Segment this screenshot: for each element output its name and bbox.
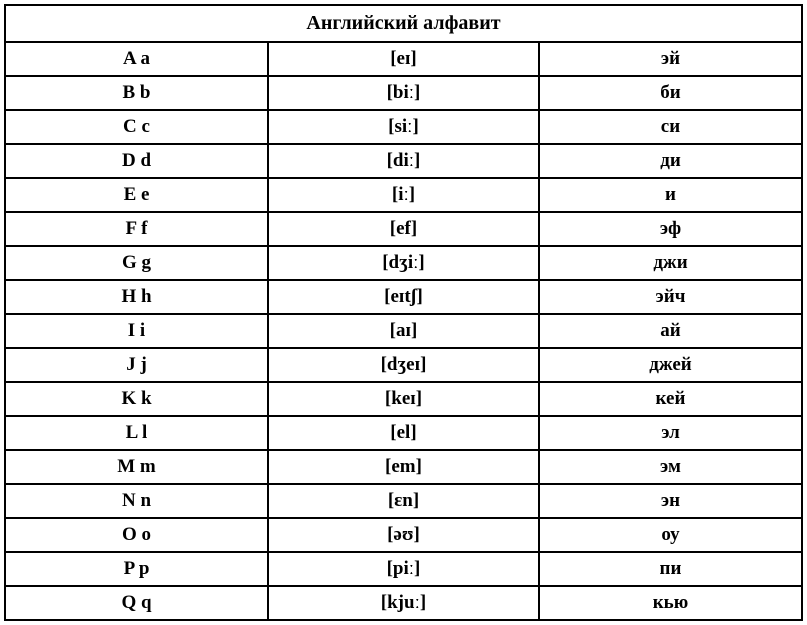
table-row: P p [piː] пи <box>5 552 802 586</box>
cell-ipa: [siː] <box>268 110 539 144</box>
table-row: O o [əʊ] оу <box>5 518 802 552</box>
table-body: A a [eɪ] эй B b [biː] би C c [siː] си D … <box>5 42 802 620</box>
cell-ipa: [piː] <box>268 552 539 586</box>
cell-russian: эйч <box>539 280 802 314</box>
cell-ipa: [dʒiː] <box>268 246 539 280</box>
cell-ipa: [əʊ] <box>268 518 539 552</box>
table-row: Q q [kjuː] кью <box>5 586 802 620</box>
table-row: G g [dʒiː] джи <box>5 246 802 280</box>
cell-russian: эй <box>539 42 802 76</box>
cell-ipa: [eɪ] <box>268 42 539 76</box>
cell-letter: G g <box>5 246 268 280</box>
table-row: J j [dʒeɪ] джей <box>5 348 802 382</box>
cell-ipa: [iː] <box>268 178 539 212</box>
cell-letter: O o <box>5 518 268 552</box>
table-row: M m [em] эм <box>5 450 802 484</box>
cell-letter: L l <box>5 416 268 450</box>
cell-letter: K k <box>5 382 268 416</box>
cell-ipa: [el] <box>268 416 539 450</box>
table-row: A a [eɪ] эй <box>5 42 802 76</box>
table-row: H h [eɪtʃ] эйч <box>5 280 802 314</box>
cell-russian: си <box>539 110 802 144</box>
cell-russian: эл <box>539 416 802 450</box>
cell-russian: джей <box>539 348 802 382</box>
cell-letter: F f <box>5 212 268 246</box>
table-header-row: Английский алфавит <box>5 5 802 42</box>
cell-russian: эф <box>539 212 802 246</box>
cell-ipa: [biː] <box>268 76 539 110</box>
cell-ipa: [dʒeɪ] <box>268 348 539 382</box>
table-row: K k [keɪ] кей <box>5 382 802 416</box>
cell-russian: би <box>539 76 802 110</box>
table-row: C c [siː] си <box>5 110 802 144</box>
cell-ipa: [diː] <box>268 144 539 178</box>
alphabet-table: Английский алфавит A a [eɪ] эй B b [biː]… <box>4 4 803 621</box>
cell-letter: A a <box>5 42 268 76</box>
cell-letter: H h <box>5 280 268 314</box>
table-row: E e [iː] и <box>5 178 802 212</box>
cell-russian: кей <box>539 382 802 416</box>
table-title: Английский алфавит <box>5 5 802 42</box>
cell-ipa: [ɛn] <box>268 484 539 518</box>
cell-letter: E e <box>5 178 268 212</box>
cell-ipa: [kjuː] <box>268 586 539 620</box>
table-row: N n [ɛn] эн <box>5 484 802 518</box>
table-row: D d [diː] ди <box>5 144 802 178</box>
cell-letter: P p <box>5 552 268 586</box>
table-row: I i [aɪ] ай <box>5 314 802 348</box>
cell-russian: и <box>539 178 802 212</box>
cell-russian: ай <box>539 314 802 348</box>
cell-letter: N n <box>5 484 268 518</box>
cell-russian: оу <box>539 518 802 552</box>
cell-ipa: [em] <box>268 450 539 484</box>
cell-russian: джи <box>539 246 802 280</box>
cell-ipa: [eɪtʃ] <box>268 280 539 314</box>
cell-russian: эн <box>539 484 802 518</box>
cell-letter: I i <box>5 314 268 348</box>
cell-letter: J j <box>5 348 268 382</box>
cell-letter: B b <box>5 76 268 110</box>
cell-russian: кью <box>539 586 802 620</box>
cell-russian: пи <box>539 552 802 586</box>
cell-ipa: [keɪ] <box>268 382 539 416</box>
table-row: L l [el] эл <box>5 416 802 450</box>
cell-letter: M m <box>5 450 268 484</box>
cell-russian: ди <box>539 144 802 178</box>
cell-ipa: [ef] <box>268 212 539 246</box>
table-row: F f [ef] эф <box>5 212 802 246</box>
cell-letter: Q q <box>5 586 268 620</box>
cell-letter: D d <box>5 144 268 178</box>
cell-letter: C c <box>5 110 268 144</box>
cell-ipa: [aɪ] <box>268 314 539 348</box>
cell-russian: эм <box>539 450 802 484</box>
table-row: B b [biː] би <box>5 76 802 110</box>
